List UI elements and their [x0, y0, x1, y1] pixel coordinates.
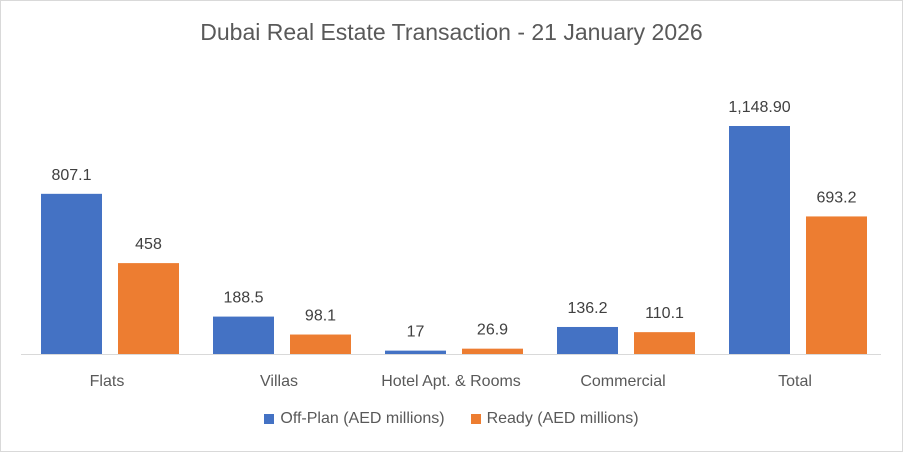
- data-label-ready-hotel-apt-rooms: 26.9: [477, 322, 508, 339]
- bar-ready-commercial: [634, 332, 695, 354]
- bar-ready-total: [806, 216, 867, 354]
- bar-ready-hotel-apt-rooms: [462, 348, 523, 354]
- legend-item-ready: Ready (AED millions): [470, 410, 639, 428]
- bar-off-plan-commercial: [557, 326, 618, 354]
- category-label-flats: Flats: [90, 373, 125, 390]
- data-label-ready-villas: 98.1: [305, 308, 336, 325]
- chart-title: Dubai Real Estate Transaction - 21 Janua…: [200, 19, 703, 45]
- bar-off-plan-total: [729, 126, 790, 354]
- bar-off-plan-hotel-apt-rooms: [385, 350, 446, 354]
- data-label-ready-total: 693.2: [816, 189, 856, 206]
- category-label-commercial: Commercial: [580, 373, 665, 390]
- legend-label-ready: Ready (AED millions): [486, 410, 639, 427]
- bar-off-plan-villas: [213, 316, 274, 354]
- data-label-off-plan-flats: 807.1: [51, 167, 91, 184]
- bar-ready-villas: [290, 334, 351, 354]
- bar-off-plan-flats: [41, 193, 102, 354]
- data-label-ready-commercial: 110.1: [645, 305, 684, 322]
- data-label-off-plan-villas: 188.5: [223, 290, 263, 307]
- data-label-off-plan-commercial: 136.2: [567, 300, 607, 317]
- category-label-villas: Villas: [260, 373, 298, 390]
- bar-ready-flats: [118, 263, 179, 354]
- category-label-hotel-apt-rooms: Hotel Apt. & Rooms: [381, 373, 521, 390]
- chart-legend: Off-Plan (AED millions) Ready (AED milli…: [1, 410, 902, 428]
- data-label-off-plan-total: 1,148.90: [728, 99, 790, 116]
- data-label-off-plan-hotel-apt-rooms: 17: [407, 324, 425, 341]
- legend-swatch-ready: [470, 414, 481, 424]
- legend-label-off-plan: Off-Plan (AED millions): [280, 410, 445, 427]
- data-label-ready-flats: 458: [135, 236, 162, 253]
- category-label-total: Total: [778, 373, 812, 390]
- legend-swatch-off-plan: [264, 414, 275, 424]
- legend-item-off-plan: Off-Plan (AED millions): [264, 410, 445, 428]
